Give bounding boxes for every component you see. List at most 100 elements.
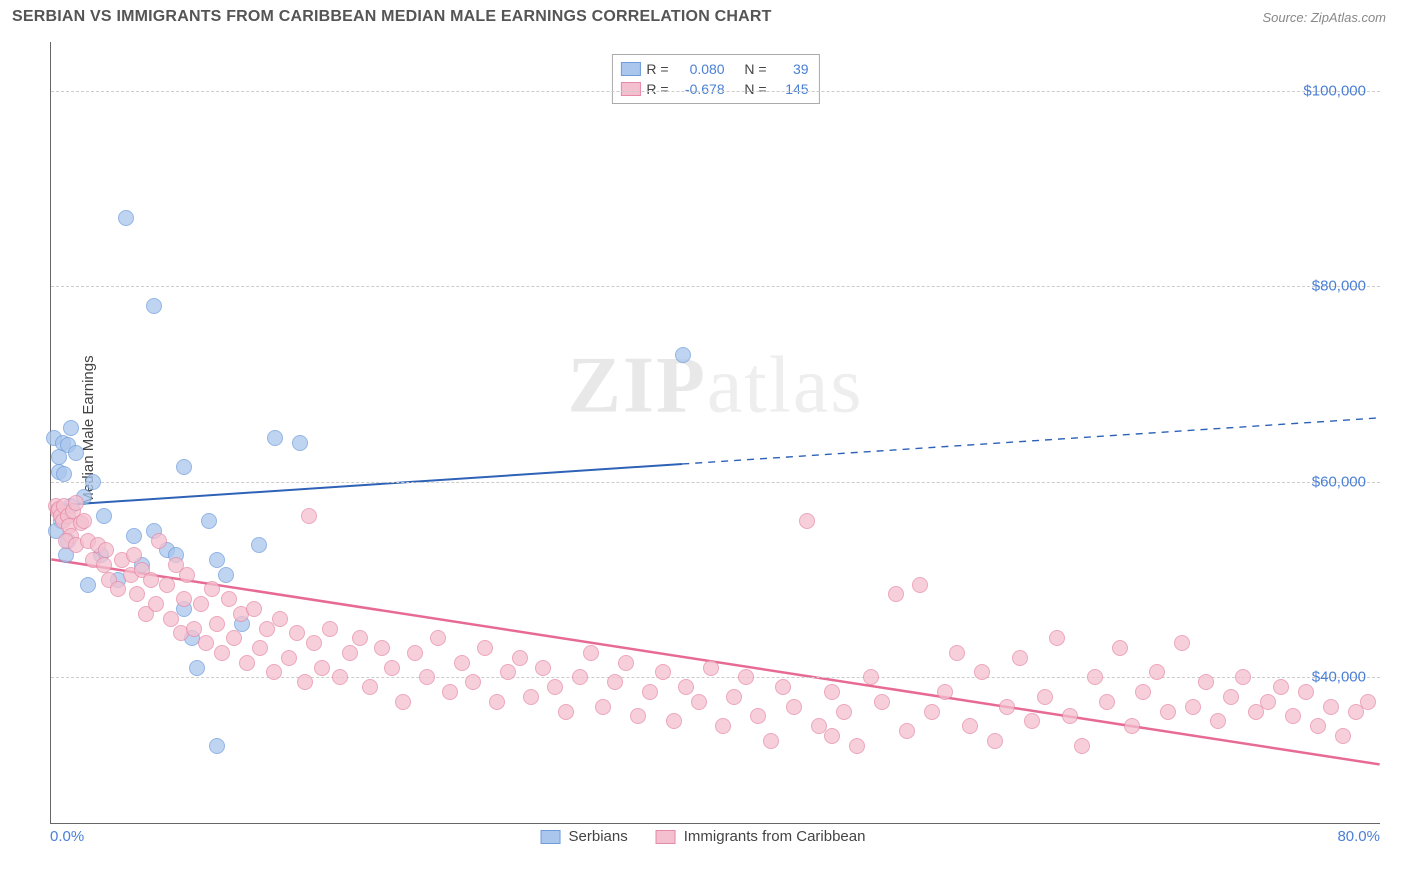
scatter-point-caribbean	[1062, 708, 1078, 724]
scatter-point-caribbean	[500, 664, 516, 680]
scatter-point-caribbean	[110, 581, 126, 597]
y-tick-label: $40,000	[1312, 669, 1366, 686]
scatter-point-caribbean	[430, 630, 446, 646]
scatter-point-serbians	[85, 474, 101, 490]
scatter-point-caribbean	[775, 679, 791, 695]
scatter-point-caribbean	[151, 533, 167, 549]
scatter-point-caribbean	[572, 669, 588, 685]
scatter-point-caribbean	[342, 645, 358, 661]
scatter-point-caribbean	[68, 495, 84, 511]
scatter-point-serbians	[68, 445, 84, 461]
scatter-point-caribbean	[442, 684, 458, 700]
scatter-point-caribbean	[1310, 718, 1326, 734]
grid-line	[51, 482, 1380, 483]
scatter-point-caribbean	[1074, 738, 1090, 754]
chart-source: Source: ZipAtlas.com	[1262, 10, 1386, 25]
scatter-point-caribbean	[535, 660, 551, 676]
scatter-point-caribbean	[384, 660, 400, 676]
scatter-point-serbians	[80, 577, 96, 593]
y-tick-label: $80,000	[1312, 278, 1366, 295]
stat-r-value-caribbean: -0.678	[675, 79, 725, 99]
scatter-point-caribbean	[252, 640, 268, 656]
scatter-point-caribbean	[489, 694, 505, 710]
watermark-suffix: atlas	[707, 341, 864, 429]
scatter-point-caribbean	[583, 645, 599, 661]
scatter-point-caribbean	[607, 674, 623, 690]
grid-line	[51, 677, 1380, 678]
scatter-point-caribbean	[888, 586, 904, 602]
legend-swatch-caribbean	[620, 82, 640, 96]
stat-r-label: R =	[646, 59, 668, 79]
scatter-point-caribbean	[1235, 669, 1251, 685]
scatter-point-caribbean	[1160, 704, 1176, 720]
scatter-point-caribbean	[272, 611, 288, 627]
y-tick-label: $100,000	[1303, 82, 1366, 99]
series-legend: SerbiansImmigrants from Caribbean	[541, 828, 866, 845]
scatter-point-caribbean	[691, 694, 707, 710]
scatter-point-caribbean	[1012, 650, 1028, 666]
legend-item-serbians: Serbians	[541, 828, 628, 845]
scatter-point-caribbean	[1360, 694, 1376, 710]
trend-lines-layer	[51, 42, 1380, 823]
scatter-point-serbians	[675, 347, 691, 363]
scatter-point-serbians	[96, 508, 112, 524]
scatter-point-caribbean	[306, 635, 322, 651]
scatter-point-caribbean	[395, 694, 411, 710]
scatter-point-caribbean	[974, 664, 990, 680]
scatter-point-serbians	[176, 459, 192, 475]
stat-n-value-caribbean: 145	[773, 79, 809, 99]
scatter-point-caribbean	[301, 508, 317, 524]
scatter-point-caribbean	[655, 664, 671, 680]
scatter-point-caribbean	[523, 689, 539, 705]
scatter-point-caribbean	[239, 655, 255, 671]
scatter-point-caribbean	[297, 674, 313, 690]
scatter-point-serbians	[146, 298, 162, 314]
scatter-point-caribbean	[949, 645, 965, 661]
watermark: ZIPatlas	[568, 340, 864, 431]
scatter-point-caribbean	[726, 689, 742, 705]
scatter-point-caribbean	[1273, 679, 1289, 695]
scatter-point-caribbean	[595, 699, 611, 715]
scatter-point-caribbean	[419, 669, 435, 685]
trend-line-extrapolated-serbians	[682, 418, 1379, 464]
scatter-point-caribbean	[1298, 684, 1314, 700]
plot-area: ZIPatlas R =0.080 N =39R =-0.678 N =145 …	[50, 42, 1380, 824]
scatter-point-caribbean	[999, 699, 1015, 715]
stats-legend: R =0.080 N =39R =-0.678 N =145	[611, 54, 819, 104]
scatter-point-caribbean	[193, 596, 209, 612]
scatter-point-caribbean	[912, 577, 928, 593]
scatter-point-caribbean	[715, 718, 731, 734]
scatter-point-serbians	[56, 466, 72, 482]
scatter-point-caribbean	[1124, 718, 1140, 734]
scatter-point-caribbean	[786, 699, 802, 715]
scatter-point-caribbean	[1335, 728, 1351, 744]
scatter-point-caribbean	[1323, 699, 1339, 715]
scatter-point-caribbean	[407, 645, 423, 661]
scatter-point-caribbean	[987, 733, 1003, 749]
scatter-point-caribbean	[322, 621, 338, 637]
scatter-point-serbians	[251, 537, 267, 553]
scatter-point-caribbean	[1185, 699, 1201, 715]
x-axis-end: 80.0%	[1337, 828, 1380, 845]
scatter-point-caribbean	[98, 542, 114, 558]
scatter-point-caribbean	[836, 704, 852, 720]
y-tick-label: $60,000	[1312, 473, 1366, 490]
scatter-point-caribbean	[266, 664, 282, 680]
scatter-point-caribbean	[159, 577, 175, 593]
scatter-point-caribbean	[1037, 689, 1053, 705]
scatter-point-caribbean	[1149, 664, 1165, 680]
scatter-point-caribbean	[163, 611, 179, 627]
scatter-point-serbians	[209, 552, 225, 568]
grid-line	[51, 91, 1380, 92]
scatter-point-caribbean	[703, 660, 719, 676]
stat-n-label: N =	[744, 59, 766, 79]
scatter-point-caribbean	[176, 591, 192, 607]
scatter-point-caribbean	[937, 684, 953, 700]
scatter-point-caribbean	[1135, 684, 1151, 700]
scatter-point-caribbean	[198, 635, 214, 651]
stat-r-label: R =	[646, 79, 668, 99]
scatter-point-serbians	[267, 430, 283, 446]
scatter-point-caribbean	[1198, 674, 1214, 690]
legend-swatch-serbians	[541, 830, 561, 844]
scatter-point-caribbean	[863, 669, 879, 685]
